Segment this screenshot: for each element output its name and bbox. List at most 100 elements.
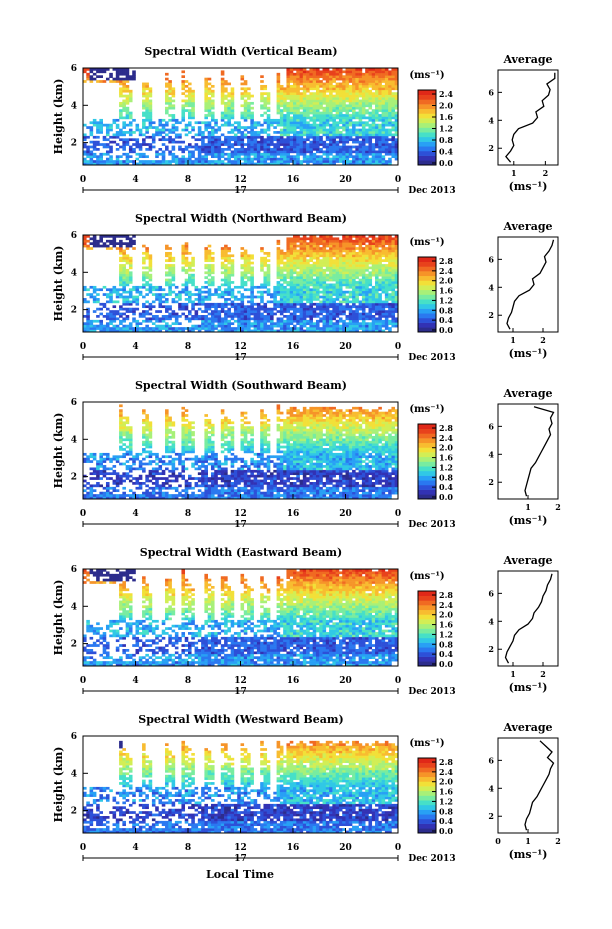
heatmap-cell — [148, 148, 153, 151]
heatmap-cell — [361, 305, 366, 309]
heatmap-cell — [165, 138, 169, 142]
heatmap-cell — [361, 162, 366, 166]
heatmap-cell — [299, 254, 304, 258]
heatmap-cell — [381, 162, 386, 166]
heatmap-cell — [276, 77, 281, 81]
heatmap-cell — [145, 101, 149, 105]
heatmap-cell — [381, 259, 386, 262]
heatmap-cell — [348, 242, 353, 245]
heatmap-cell — [361, 251, 366, 255]
heatmap-cell — [342, 143, 346, 146]
heatmap-cell — [332, 329, 336, 333]
heatmap-cell — [358, 322, 363, 326]
heatmap-cell — [302, 312, 307, 316]
heatmap-cell — [329, 266, 333, 270]
heatmap-cell — [224, 140, 228, 144]
heatmap-cell — [214, 131, 218, 134]
heatmap-cell — [145, 155, 149, 159]
heatmap-cell — [102, 70, 107, 74]
heatmap-cell — [83, 288, 87, 292]
heatmap-cell — [184, 109, 189, 112]
heatmap-cell — [266, 145, 271, 149]
heatmap-cell — [361, 273, 366, 277]
heatmap-cell — [181, 160, 186, 163]
heatmap-cell — [306, 109, 310, 112]
heatmap-cell — [338, 109, 343, 112]
heatmap-cell — [293, 138, 297, 142]
heatmap-cell — [188, 293, 192, 296]
heatmap-cell — [322, 302, 327, 306]
heatmap-cell — [306, 273, 310, 277]
heatmap-cell — [289, 254, 294, 258]
heatmap-cell — [394, 145, 399, 149]
heatmap-cell — [184, 123, 189, 127]
heatmap-cell — [148, 89, 153, 93]
heatmap-cell — [286, 131, 291, 134]
heatmap-cell — [329, 327, 333, 330]
heatmap-cell — [375, 324, 379, 328]
heatmap-cell — [358, 109, 363, 112]
heatmap-cell — [197, 329, 202, 333]
average-x-tick-label: 1 — [511, 168, 517, 178]
heatmap-cell — [378, 295, 382, 299]
heatmap-cell — [335, 150, 340, 154]
heatmap-cell — [378, 84, 382, 88]
heatmap-cell — [322, 307, 327, 311]
heatmap-cell — [263, 118, 268, 122]
heatmap-cell — [375, 123, 379, 127]
heatmap-cell — [286, 261, 291, 265]
heatmap-cell — [207, 150, 212, 154]
heatmap-cell — [243, 319, 248, 323]
heatmap-cell — [293, 285, 297, 289]
heatmap-cell — [375, 114, 379, 117]
heatmap-cell — [361, 148, 366, 151]
heatmap-cell — [204, 80, 208, 83]
heatmap-cell — [188, 109, 192, 112]
heatmap-cell — [197, 133, 202, 137]
heatmap-cell — [289, 75, 294, 78]
heatmap-cell — [197, 300, 202, 304]
heatmap-cell — [148, 317, 153, 321]
heatmap-cell — [319, 80, 323, 83]
heatmap-cell — [368, 143, 373, 146]
heatmap-cell — [309, 157, 313, 161]
heatmap-cell — [352, 283, 356, 287]
heatmap-cell — [174, 157, 179, 161]
heatmap-cell — [151, 145, 156, 149]
heatmap-cell — [151, 138, 156, 142]
heatmap-cell — [289, 72, 294, 76]
heatmap-cell — [142, 111, 146, 115]
heatmap-cell — [345, 268, 350, 272]
heatmap-cell — [204, 162, 208, 166]
heatmap-cell — [105, 150, 110, 154]
heatmap-cell — [391, 77, 396, 81]
heatmap-cell — [188, 87, 192, 91]
heatmap-cell — [165, 92, 169, 95]
heatmap-cell — [306, 251, 310, 255]
heatmap-cell — [270, 152, 274, 156]
heatmap-cell — [135, 157, 140, 161]
heatmap-cell — [148, 99, 153, 103]
heatmap-cell — [338, 305, 343, 309]
heatmap-cell — [224, 268, 228, 272]
heatmap-cell — [381, 143, 386, 146]
heatmap-cell — [260, 84, 264, 88]
heatmap-cell — [128, 133, 133, 137]
heatmap-cell — [345, 247, 350, 250]
heatmap-cell — [230, 143, 235, 146]
heatmap-cell — [371, 99, 376, 103]
heatmap-cell — [345, 138, 350, 142]
colorbar-tick-label: 2.0 — [439, 276, 453, 286]
heatmap-cell — [270, 160, 274, 163]
heatmap-cell — [391, 264, 396, 267]
heatmap-cell — [220, 322, 225, 326]
heatmap-cell — [365, 329, 369, 333]
heatmap-cell — [391, 140, 396, 144]
heatmap-cell — [345, 302, 350, 306]
heatmap-cell — [299, 285, 304, 289]
heatmap-cell — [204, 128, 208, 132]
heatmap-cell — [338, 116, 343, 120]
heatmap-cell — [266, 133, 271, 137]
heatmap-cell — [155, 317, 159, 321]
heatmap-cell — [319, 295, 323, 299]
